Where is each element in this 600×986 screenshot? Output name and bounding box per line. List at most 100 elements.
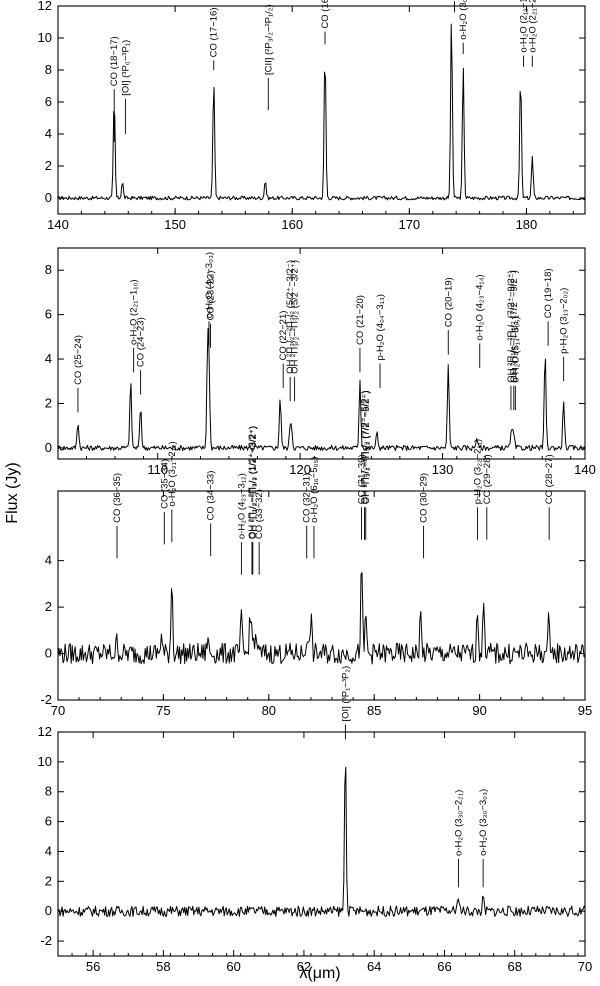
line-label: CO (30−29) [419, 473, 430, 523]
y-tick-label: 0 [45, 903, 52, 918]
y-tick-label: 0 [45, 190, 52, 205]
line-label: o-H₂O (6₁₆−5₀₅) [309, 457, 320, 523]
y-tick-label: 2 [45, 599, 52, 614]
line-label: CO (21−20) [355, 295, 366, 345]
x-tick-label: 56 [86, 959, 100, 974]
line-label: [CII] (²P₃/₂−²P₁/₂) [263, 4, 274, 75]
y-tick-label: 0 [45, 440, 52, 455]
x-tick-label: 66 [437, 959, 451, 974]
line-label: [OI] (³P₁−³P₂) [340, 666, 351, 722]
spectrum-trace [57, 766, 586, 917]
y-tick-label: 8 [45, 784, 52, 799]
line-label: CO (23−22) [206, 271, 217, 321]
y-tick-label: 4 [45, 126, 52, 141]
x-tick-label: 140 [574, 462, 596, 477]
x-tick-label: 85 [367, 703, 381, 718]
plot-frame [57, 490, 586, 701]
y-tick-label: 0 [45, 646, 52, 661]
line-label: o-H₂O (2₂₁−1₁₀) [129, 279, 140, 345]
x-tick-label: 180 [516, 217, 538, 232]
x-tick-label: 90 [472, 703, 486, 718]
y-tick-label: 4 [45, 553, 52, 568]
spectrum-trace [57, 23, 586, 201]
line-label: CO (29−28) [482, 454, 493, 504]
y-tick-label: 6 [45, 94, 52, 109]
line-label: OH ²Π₃/₂−²Π₃/₂ (5/2⁺−3/2⁻) [285, 260, 296, 374]
y-tick-label: 10 [38, 754, 52, 769]
plot-frame [57, 5, 586, 215]
panel-2: 110 120 130 140 0 2 4 6 8 CO (25−24) o-H₂O (2₂₁−1₁… [45, 247, 596, 477]
x-tick-label: 110 [147, 462, 168, 477]
line-label: OH ²Π₁/₂−²Π₁/₂ (7/2⁺−9/2⁺) [506, 270, 517, 383]
line-label: OH ²Π₁/₂−²Π₃/₂ (1/2⁺−3/2⁻) [247, 426, 258, 539]
line-label: CO (35−34) [159, 459, 170, 509]
line-label: CO (18−17) [109, 36, 120, 86]
spectrum-trace [57, 572, 586, 665]
x-tick-label: 80 [262, 703, 276, 718]
x-tick-label: 140 [47, 217, 69, 232]
line-label: p-H₂O (4₀₄−3₁₃) [375, 294, 386, 360]
plot-frame [57, 247, 586, 460]
y-tick-label: 8 [45, 62, 52, 77]
y-tick-label: 2 [45, 158, 52, 173]
line-label: CO (24−23) [136, 317, 147, 367]
x-axis-label: λ(μm) [299, 965, 340, 982]
panel-1: 140 150 160 170 180 0 2 4 6 8 10 12 CO (18−17) [OI] (… [38, 0, 586, 232]
y-tick-label: -2 [40, 933, 52, 948]
line-label: o-H₂O (4₂₃−3₁₂) [236, 473, 247, 539]
line-label: p-H₂O (3₂₂−2₁₁) [472, 439, 483, 504]
y-tick-label: -2 [40, 692, 52, 707]
y-tick-label: 8 [45, 262, 52, 277]
x-tick-label: 62 [297, 959, 311, 974]
x-tick-label: 70 [578, 959, 592, 974]
y-tick-label: 4 [45, 843, 52, 858]
line-label: o-H₂O (3₃₀−3₀₃) [478, 789, 489, 856]
x-tick-label: 70 [51, 703, 65, 718]
plot-frame [57, 731, 586, 957]
line-label: OH ²Π₃/₂−²Π₃/₂ (7/2⁺−5/2⁻) [360, 390, 371, 504]
x-tick-label: 75 [156, 703, 170, 718]
line-label: o-H₂O (3₂₁−2₁₂) [167, 441, 178, 506]
y-tick-label: 4 [45, 351, 52, 366]
x-tick-label: 60 [226, 959, 240, 974]
line-label: [OI] (³P₀−³P₁) [120, 40, 131, 96]
line-label: o-H₂O (3₃₀−2₂₁) [454, 790, 465, 856]
line-label: o-H₂O (3₀₃−2₁₂) [458, 0, 469, 40]
line-label: OH ²Π₁/₂−²Π₃/₂ (1/2⁻−3/2⁺) [248, 426, 259, 539]
line-label: CO (33−32) [254, 489, 265, 539]
line-label: o-H₂O (2₁₂−1₀₁) [519, 0, 530, 53]
x-tick-label: 150 [164, 217, 186, 232]
x-tick-label: 68 [507, 959, 521, 974]
line-label: OH ²Π₃/₂−²Π₃/₂ (7/2⁻−5/2⁺) [361, 390, 372, 504]
line-label: CO (31−30) [357, 454, 368, 504]
y-tick-label: 12 [38, 724, 52, 739]
x-tick-label: 130 [432, 462, 454, 477]
spectrum-trace [57, 328, 586, 452]
line-label: OH ²Π₁/₂−²Π₁/₂ (7/2⁻−9/2⁻) [509, 270, 520, 383]
line-label: o-H₂O (2₂₁−2₁₂) [527, 0, 538, 53]
y-tick-label: 10 [38, 30, 52, 45]
line-label: o-H₂O (5₁₄−5₀₅) [510, 316, 521, 382]
line-label: CO (19−18) [543, 268, 554, 318]
line-label: o-H₂O (4₁₄−3₀₃) [204, 252, 215, 318]
x-tick-label: 120 [289, 462, 311, 477]
x-tick-label: 95 [578, 703, 592, 718]
line-label: OH ²Π₃/₂−²Π₃/₂ (5/2⁻−3/2⁺) [290, 260, 301, 374]
line-label: CO (25−24) [73, 335, 84, 385]
line-label: CO (16−15) [320, 0, 331, 29]
x-tick-label: 58 [156, 959, 170, 974]
line-label: CO (17−16) [209, 7, 220, 57]
line-label: CO (36−35) [112, 473, 123, 523]
line-label: CO (20−19) [443, 277, 454, 327]
line-label: CO (34−33) [206, 471, 217, 521]
line-label: p-H₂O (3₁₃−2₀₂) [559, 288, 570, 354]
y-tick-label: 6 [45, 307, 52, 322]
y-axis-label: Flux (Jy) [4, 462, 21, 523]
y-tick-label: 2 [45, 873, 52, 888]
y-tick-label: 12 [38, 0, 52, 13]
x-tick-label: 64 [367, 959, 381, 974]
line-label: o-H₂O (4₂₃−4₁₄) [475, 274, 486, 340]
